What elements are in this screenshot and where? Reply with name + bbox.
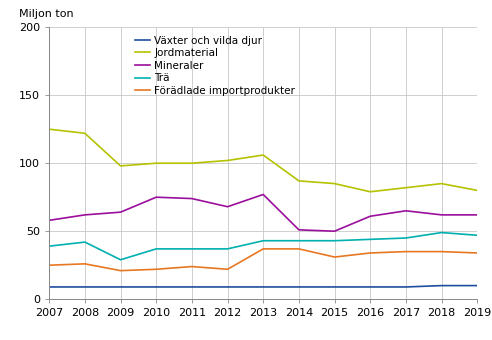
Mineraler xyxy=(296,228,302,232)
Line: Mineraler: Mineraler xyxy=(49,194,477,231)
Mineraler xyxy=(332,229,338,233)
Förädlade importprodukter xyxy=(189,265,195,269)
Förädlade importprodukter xyxy=(438,250,444,254)
Mineraler xyxy=(189,197,195,201)
Trä xyxy=(296,239,302,243)
Line: Jordmaterial: Jordmaterial xyxy=(49,129,477,192)
Trä xyxy=(474,233,480,237)
Jordmaterial xyxy=(118,164,123,168)
Trä xyxy=(46,244,52,248)
Mineraler xyxy=(438,213,444,217)
Växter och vilda djur xyxy=(332,285,338,289)
Jordmaterial xyxy=(367,190,373,194)
Jordmaterial xyxy=(46,127,52,131)
Mineraler xyxy=(225,205,231,209)
Trä xyxy=(225,247,231,251)
Mineraler xyxy=(260,192,266,197)
Mineraler xyxy=(46,218,52,222)
Förädlade importprodukter xyxy=(296,247,302,251)
Jordmaterial xyxy=(82,131,88,135)
Line: Växter och vilda djur: Växter och vilda djur xyxy=(49,286,477,287)
Mineraler xyxy=(403,209,409,213)
Mineraler xyxy=(367,214,373,218)
Växter och vilda djur xyxy=(153,285,159,289)
Förädlade importprodukter xyxy=(225,267,231,271)
Trä xyxy=(82,240,88,244)
Förädlade importprodukter xyxy=(118,269,123,273)
Förädlade importprodukter xyxy=(332,255,338,259)
Jordmaterial xyxy=(403,186,409,190)
Växter och vilda djur xyxy=(118,285,123,289)
Trä xyxy=(403,236,409,240)
Förädlade importprodukter xyxy=(403,250,409,254)
Växter och vilda djur xyxy=(46,285,52,289)
Växter och vilda djur xyxy=(260,285,266,289)
Trä xyxy=(332,239,338,243)
Trä xyxy=(118,258,123,262)
Växter och vilda djur xyxy=(367,285,373,289)
Legend: Växter och vilda djur, Jordmaterial, Mineraler, Trä, Förädlade importprodukter: Växter och vilda djur, Jordmaterial, Min… xyxy=(131,32,298,99)
Text: Miljon ton: Miljon ton xyxy=(19,9,74,19)
Växter och vilda djur xyxy=(82,285,88,289)
Växter och vilda djur xyxy=(403,285,409,289)
Jordmaterial xyxy=(189,161,195,165)
Mineraler xyxy=(153,195,159,199)
Förädlade importprodukter xyxy=(46,263,52,267)
Mineraler xyxy=(118,210,123,214)
Växter och vilda djur xyxy=(189,285,195,289)
Jordmaterial xyxy=(153,161,159,165)
Trä xyxy=(189,247,195,251)
Trä xyxy=(153,247,159,251)
Mineraler xyxy=(474,213,480,217)
Förädlade importprodukter xyxy=(82,262,88,266)
Jordmaterial xyxy=(438,182,444,186)
Växter och vilda djur xyxy=(225,285,231,289)
Line: Trä: Trä xyxy=(49,233,477,260)
Växter och vilda djur xyxy=(474,284,480,288)
Line: Förädlade importprodukter: Förädlade importprodukter xyxy=(49,249,477,271)
Mineraler xyxy=(82,213,88,217)
Växter och vilda djur xyxy=(438,284,444,288)
Förädlade importprodukter xyxy=(260,247,266,251)
Trä xyxy=(260,239,266,243)
Jordmaterial xyxy=(332,182,338,186)
Jordmaterial xyxy=(260,153,266,157)
Jordmaterial xyxy=(225,158,231,163)
Förädlade importprodukter xyxy=(474,251,480,255)
Trä xyxy=(438,231,444,235)
Jordmaterial xyxy=(474,188,480,192)
Förädlade importprodukter xyxy=(153,267,159,271)
Jordmaterial xyxy=(296,179,302,183)
Trä xyxy=(367,237,373,241)
Förädlade importprodukter xyxy=(367,251,373,255)
Växter och vilda djur xyxy=(296,285,302,289)
